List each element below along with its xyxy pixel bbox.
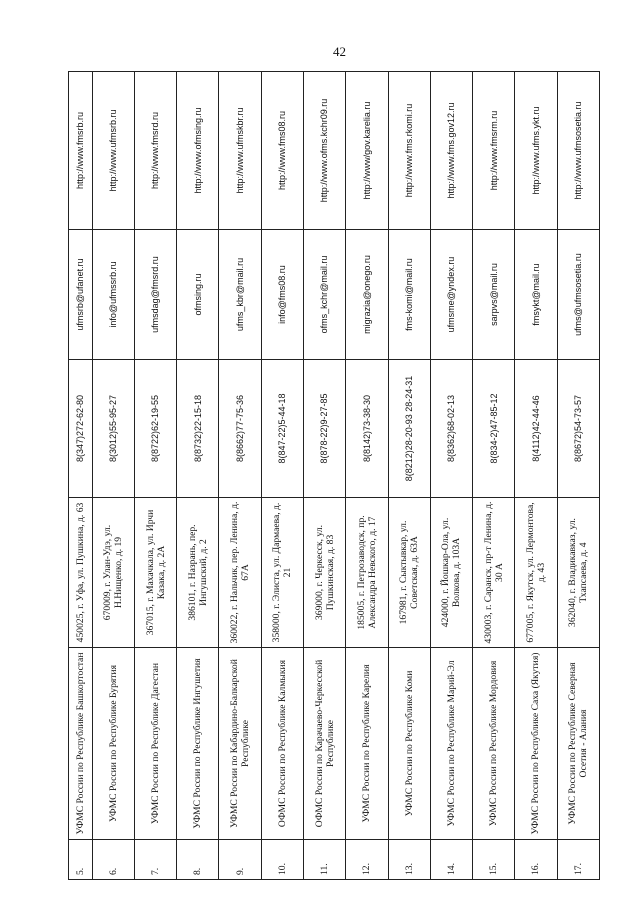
table-row: 11. ОФМС России по Карачаево-Черкесской Р… [303,71,346,880]
row-number-cell: 17. [557,839,600,880]
row-number-cell: 8. [176,839,219,880]
website-cell: http://www.fmsrm.ru [472,71,515,230]
phone-cell: 8(847-22)5-44-18 [261,359,304,498]
email-cell: ufmsrb@ufanet.ru [68,229,93,360]
phone-cell: 8(3012)55-95-27 [92,359,135,498]
row-number-cell: 6. [92,839,135,880]
table-row: 15. УФМС России по Республике Мордовия 430… [472,71,515,880]
table-row: 12. УФМС России по Республике Карелия 1850… [345,71,389,880]
website-cell: http://www.fms.gov12.ru [430,71,473,230]
website-cell: http://www.fms08.ru [261,71,304,230]
website-cell: http://www.ufmsrb.ru [92,71,135,230]
row-number-cell: 10. [261,839,304,880]
office-name-cell: УФМС России по Республике Саха (Якутия) [514,647,558,840]
rotated-table-container: 5. УФМС России по Республике Башкортостан… [68,71,600,880]
website-cell: http://www.fmsrd.ru [134,71,177,230]
email-cell: ofmsing.ru [176,229,219,360]
phone-cell: 8(4112)42-44-46 [514,359,558,498]
table-row: 10. ОФМС России по Республике Калмыкия 358… [261,71,304,880]
address-cell: 670009, г. Улан-Удэ, ул. Н.Нищенко, д. 1… [92,497,135,648]
row-number-cell: 14. [430,839,473,880]
office-name-cell: УФМС России по Республике Карелия [345,647,389,840]
office-name-cell: УФМС России по Республике Бурятия [92,647,135,840]
address-cell: 358000, г. Элиста, ул. Дармаева, д. 21 [261,497,304,648]
office-name-cell: ОФМС России по Республике Калмыкия [261,647,304,840]
email-cell: ufmsme@yndex.ru [430,229,473,360]
page-number: 42 [333,44,346,59]
office-name-cell: УФМС России по Республике Северная Осети… [557,647,600,840]
table-row: 14. УФМС России по Республике Марий-Эл 424… [430,71,473,880]
website-cell: http://www.ofms.kchr09.ru [303,71,346,230]
address-cell: 450025, г. Уфа, ул. Пушкина, д. 63 [68,497,93,648]
row-number-cell: 5. [68,839,93,880]
fms-offices-table: 5. УФМС России по Республике Башкортостан… [68,71,600,880]
phone-cell: 8(8662)77-75-36 [218,359,262,498]
email-cell: ufmsdag@fmsrd.ru [134,229,177,360]
phone-cell: 8(347)272-62-80 [68,359,93,498]
table-row: 5. УФМС России по Республике Башкортостан… [68,71,93,880]
office-name-cell: УФМС России по Республике Башкортостан [68,647,93,840]
office-name-cell: УФМС России по Республике Дагестан [134,647,177,840]
row-number-cell: 12. [345,839,389,880]
address-cell: 367015, г. Махачкала, ул. Ирчи Казака, д… [134,497,177,648]
phone-cell: 8(8362)68-02-13 [430,359,473,498]
email-cell: ufms@ufmsosetia.ru [557,229,600,360]
address-cell: 677005, г. Якутск, ул. Лермонтова, д. 43 [514,497,558,648]
office-name-cell: УФМС России по Республике Марий-Эл [430,647,473,840]
email-cell: ofms_kchr@mail.ru [303,229,346,360]
office-name-cell: ОФМС России по Карачаево-Черкесской Респ… [303,647,346,840]
email-cell: fms-komi@mail.ru [388,229,431,360]
website-cell: http://www.fmsrb.ru [68,71,93,230]
address-cell: 362040, г. Владикавказ, ул. Тхапсаева, д… [557,497,600,648]
row-number-cell: 16. [514,839,558,880]
phone-cell: 8(8212)28-20-93 28-24-31 [388,359,431,498]
table-row: 17. УФМС России по Республике Северная Ос… [557,71,600,880]
phone-cell: 8(834-2)47-85-12 [472,359,515,498]
address-cell: 386101, г. Назрань, пер. Ингушский, д. 2 [176,497,219,648]
office-name-cell: УФМС России по Республике Ингушетия [176,647,219,840]
phone-cell: 8(8722)62-19-55 [134,359,177,498]
email-cell: migrazia@onego.ru [345,229,389,360]
address-cell: 424000, г. Йошкар-Ола, ул. Волкова, д. 1… [430,497,473,648]
email-cell: info@ufmssrb.ru [92,229,135,360]
table-row: 6. УФМС России по Республике Бурятия 67000… [92,71,135,880]
row-number-cell: 11. [303,839,346,880]
row-number-cell: 13. [388,839,431,880]
email-cell: fmsykt@mail.ru [514,229,558,360]
phone-cell: 8(8672)54-73-57 [557,359,600,498]
website-cell: http://www/gov.karelia.ru [345,71,389,230]
phone-cell: 8(8732)22-15-18 [176,359,219,498]
email-cell: sarpvs@mail.ru [472,229,515,360]
table-row: 9. УФМС России по Кабардино-Балкарской Ре… [218,71,262,880]
office-name-cell: УФМС России по Республике Мордовия [472,647,515,840]
office-name-cell: УФМС России по Республике Коми [388,647,431,840]
address-cell: 360022, г. Нальчик, пер. Ленина, д. 67А [218,497,262,648]
website-cell: http://www.ufmsosetia.ru [557,71,600,230]
website-cell: http://www.fms.rkomi.ru [388,71,431,230]
phone-cell: 8(8142)73-38-30 [345,359,389,498]
email-cell: ufms_kbr@mail.ru [218,229,262,360]
website-cell: http://www.ofmsing.ru [176,71,219,230]
website-cell: http://www.ufmskbr.ru [218,71,262,230]
office-name-cell: УФМС России по Кабардино-Балкарской Респ… [218,647,262,840]
row-number-cell: 9. [218,839,262,880]
email-cell: info@fms08.ru [261,229,304,360]
address-cell: 167981, г. Сыктывкар, ул. Советская, д. … [388,497,431,648]
website-cell: http://www.ufms.ykt.ru [514,71,558,230]
phone-cell: 8(878-22)9-27-85 [303,359,346,498]
table-row: 16. УФМС России по Республике Саха (Якути… [514,71,558,880]
address-cell: 430003, г. Саранск, пр-т Ленина, д. 30 А [472,497,515,648]
table-row: 13. УФМС России по Республике Коми 167981,… [388,71,431,880]
row-number-cell: 7. [134,839,177,880]
table-row: 8. УФМС России по Республике Ингушетия 386… [176,71,219,880]
address-cell: 185005, г. Петрозаводск, пр. Александра … [345,497,389,648]
table-row: 7. УФМС России по Республике Дагестан 3670… [134,71,177,880]
address-cell: 369000, г. Черкесск, ул. Пушкинская, д. … [303,497,346,648]
row-number-cell: 15. [472,839,515,880]
